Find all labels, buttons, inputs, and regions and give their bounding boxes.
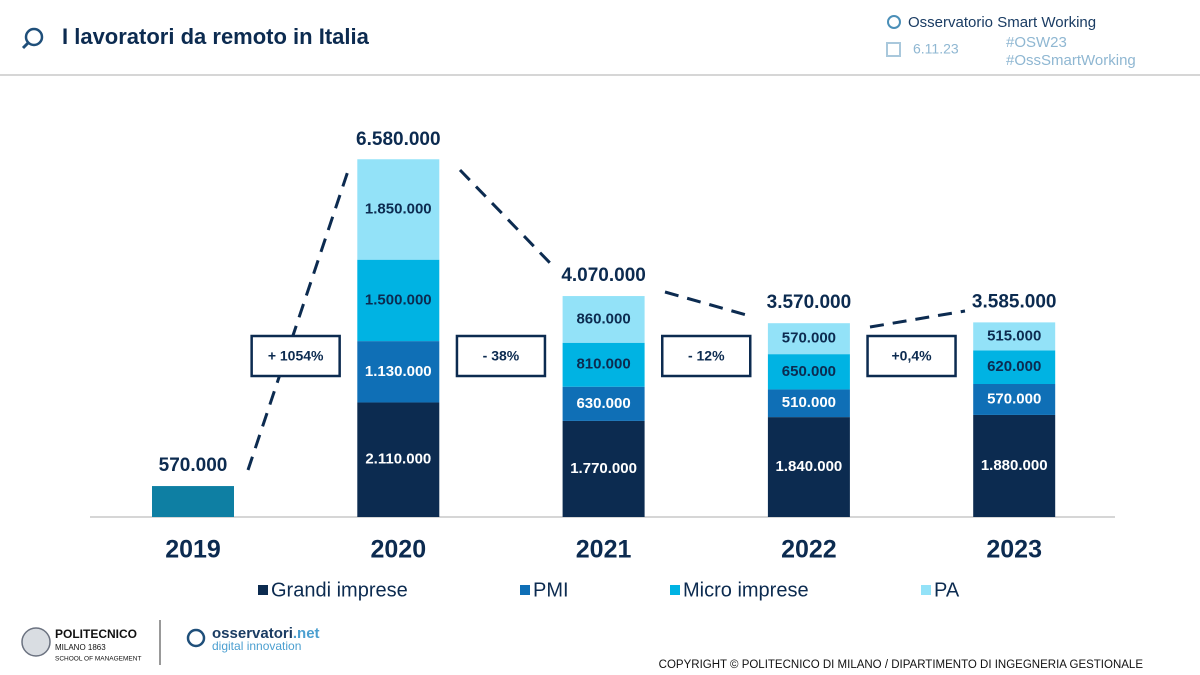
legend-label: PMI (533, 579, 569, 601)
bar-segment (973, 322, 1056, 351)
value-label: 630.000 (576, 395, 630, 412)
tag: #OssSmartWorking (1006, 52, 1136, 69)
value-label: 515.000 (987, 327, 1041, 344)
change-box (661, 334, 752, 378)
brand-logo (186, 628, 206, 648)
value-label: 1.770.000 (570, 460, 637, 477)
x-tick-label: 2023 (986, 536, 1042, 564)
trend-line (458, 168, 554, 267)
bar-segment (562, 386, 645, 421)
bar-segment (973, 384, 1056, 415)
bar-segment (357, 259, 440, 342)
brand-name: osservatori (212, 625, 293, 642)
value-label: 1.500.000 (365, 291, 432, 308)
value-label: 570.000 (782, 330, 836, 347)
total-label: 4.070.000 (561, 265, 646, 286)
trend-line (664, 290, 751, 318)
change-box (455, 334, 547, 378)
total-label: 3.570.000 (767, 292, 852, 313)
change-label: - 12% (688, 348, 725, 364)
bar-segment (767, 354, 850, 390)
trend-line (869, 309, 966, 329)
value-label: 620.000 (987, 358, 1041, 375)
logo-icon (21, 41, 30, 50)
bar (152, 486, 234, 517)
source: Osservatorio Smart Working (908, 14, 1096, 31)
source-icon (887, 15, 901, 29)
university-logo (21, 627, 51, 657)
bar-segment (562, 296, 645, 343)
change-label: + 1054% (268, 348, 324, 364)
value-label: 570.000 (987, 390, 1041, 407)
date: 6.11.23 (913, 41, 959, 57)
value-label: 1.880.000 (981, 457, 1048, 474)
change-label: - 38% (483, 348, 520, 364)
school: SCHOOL OF MANAGEMENT (55, 656, 141, 663)
bar-segment (357, 341, 440, 403)
value-label: 1.850.000 (365, 200, 432, 217)
brand-suffix: .net (293, 625, 320, 642)
total-label: 3.585.000 (972, 291, 1057, 312)
bar-segment (767, 389, 850, 418)
legend-swatch (258, 585, 268, 595)
copyright: COPYRIGHT © POLITECNICO DI MILANO / DIPA… (659, 659, 1144, 671)
bar-segment (973, 414, 1056, 517)
bar-segment (357, 402, 440, 517)
legend-label: Grandi imprese (271, 579, 408, 601)
change-box (250, 334, 341, 378)
legend-swatch (921, 585, 931, 595)
bar-segment (973, 350, 1056, 384)
value-label: 1.840.000 (776, 458, 843, 475)
value-label: 1.130.000 (365, 363, 432, 380)
bar-segment (562, 342, 645, 387)
university: POLITECNICO (55, 627, 137, 641)
logo-icon (24, 27, 44, 47)
x-tick-label: 2020 (370, 536, 426, 564)
legend-label: PA (934, 579, 960, 601)
legend-swatch (520, 585, 530, 595)
bar-segment (767, 417, 850, 517)
brand: osservatori.net (212, 625, 320, 642)
value-label: 810.000 (576, 356, 630, 373)
tag: #OSW23 (1006, 34, 1067, 51)
title: I lavoratori da remoto in Italia (62, 24, 370, 49)
value-label: 650.000 (782, 363, 836, 380)
total-label: 570.000 (159, 455, 228, 476)
bar-segment (562, 420, 645, 517)
change-label: +0,4% (892, 348, 933, 364)
value-label: 510.000 (782, 394, 836, 411)
legend-swatch (670, 585, 680, 595)
legend-label: Micro imprese (683, 579, 809, 601)
brand-tagline: digital innovation (212, 639, 301, 653)
bar-segment (767, 323, 850, 355)
value-label: 860.000 (576, 310, 630, 327)
city: MILANO 1863 (55, 643, 106, 652)
change-box (866, 334, 957, 378)
total-label: 6.580.000 (356, 129, 441, 150)
x-tick-label: 2019 (165, 536, 221, 564)
calendar-icon (886, 42, 901, 57)
x-tick-label: 2021 (576, 536, 632, 564)
value-label: 2.110.000 (365, 451, 431, 468)
x-tick-label: 2022 (781, 536, 837, 564)
bar-segment (357, 159, 440, 260)
trend-line (246, 164, 352, 471)
